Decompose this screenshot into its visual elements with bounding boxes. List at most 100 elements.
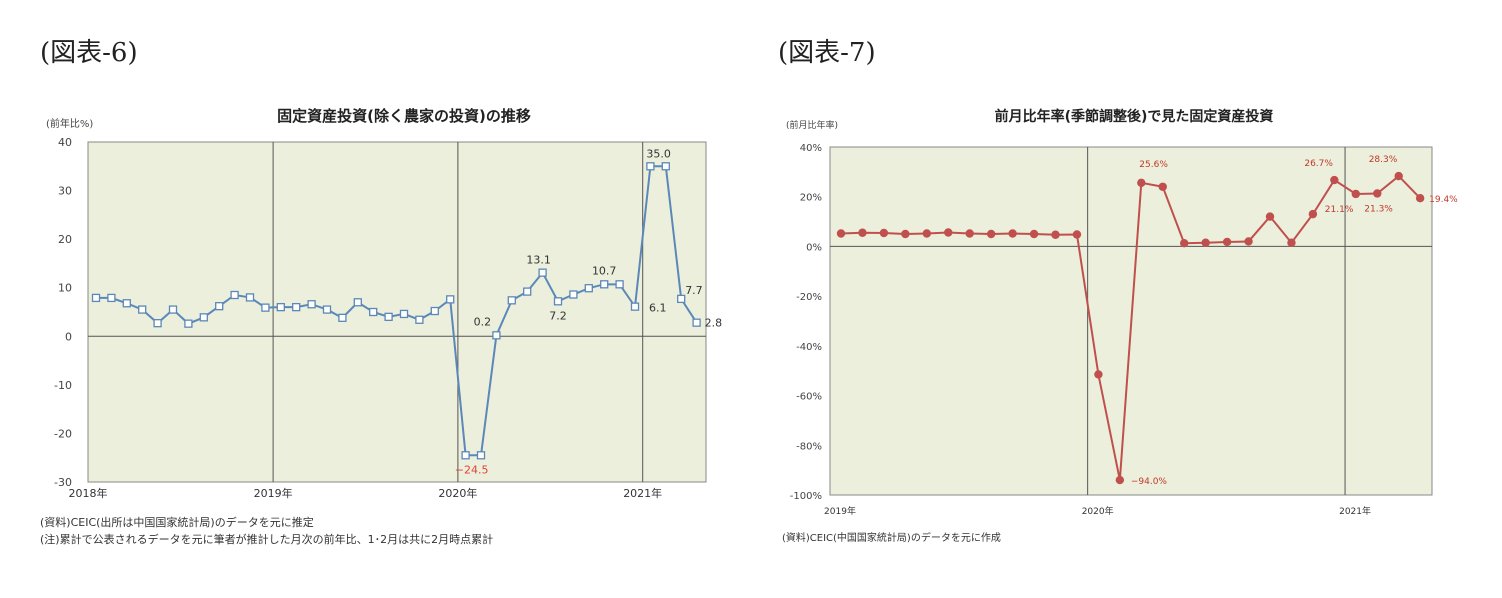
figure-label-7: (図表-7): [778, 38, 876, 68]
data-point: [858, 228, 867, 237]
chart-title: 固定資産投資(除く農家の投資)の推移: [277, 107, 531, 125]
data-point: [261, 303, 270, 312]
data-point: [184, 319, 193, 328]
data-point: [553, 297, 563, 306]
footnote-left: (注)累計で公表されるデータを元に筆者が推計した月次の前年比、1･2月は共に2月…: [40, 533, 494, 546]
data-label: 21.3%: [1364, 204, 1393, 214]
data-point: [944, 228, 953, 237]
data-point: [1137, 178, 1146, 187]
data-point: [1330, 175, 1339, 185]
data-label: −94.0%: [1131, 477, 1168, 487]
data-label: 2.8: [705, 317, 723, 330]
data-point: [461, 451, 470, 460]
data-label: −24.5: [455, 463, 489, 476]
data-point: [1265, 212, 1275, 221]
source-note-left: (資料)CEIC(出所は中国国家統計局)のデータを元に推定: [40, 516, 314, 529]
data-point: [1180, 238, 1189, 248]
x-year-label: 2021年: [1339, 505, 1371, 517]
data-point: [168, 305, 178, 314]
data-point: [1308, 209, 1318, 219]
data-point: [307, 300, 316, 309]
data-point: [292, 302, 301, 312]
data-point: [430, 306, 439, 316]
y-tick-label: -10: [54, 379, 72, 392]
data-point: [692, 318, 701, 327]
series-line: [96, 165, 698, 457]
data-point: [1394, 171, 1403, 181]
data-point: [538, 268, 547, 277]
data-point: [1373, 189, 1382, 198]
x-year-label: 2018年: [69, 486, 108, 500]
data-point: [276, 302, 285, 312]
y-tick-label: 0: [65, 330, 72, 343]
source-note-right: (資料)CEIC(中国国家統計局)のデータを元に作成: [782, 533, 1001, 544]
y-tick-label: -20%: [796, 292, 822, 303]
y-tick-label: -100%: [790, 491, 822, 502]
data-label: 0.2: [474, 315, 492, 328]
data-point: [369, 307, 378, 317]
data-point: [122, 299, 131, 308]
y-tick-label: -30: [54, 476, 72, 489]
data-point: [245, 293, 255, 302]
x-year-label: 2020年: [438, 486, 477, 500]
y-tick-label: -40%: [796, 342, 822, 353]
data-point: [600, 280, 609, 289]
data-point: [384, 312, 393, 322]
data-point: [1222, 237, 1232, 247]
data-point: [322, 305, 332, 314]
data-point: [986, 229, 996, 239]
data-point: [1029, 229, 1039, 239]
data-point: [446, 295, 455, 304]
data-point: [523, 287, 532, 296]
data-point: [338, 313, 347, 322]
data-point: [879, 228, 889, 238]
plot-area: [87, 141, 707, 483]
y-axis-label: (前月比年率): [786, 119, 838, 131]
y-tick-label: 40%: [800, 143, 822, 154]
y-tick-label: 30: [58, 185, 72, 198]
data-point: [91, 293, 101, 303]
y-tick-label: -60%: [796, 392, 822, 403]
data-point: [1051, 230, 1060, 239]
data-point: [1158, 182, 1167, 191]
data-point: [584, 284, 593, 293]
chart-title: 前月比年率(季節調整後)で見た固定資産投資: [995, 108, 1274, 125]
data-label: 21.1%: [1325, 205, 1354, 215]
series-line: [840, 174, 1421, 481]
data-point: [107, 293, 116, 303]
data-point: [1351, 189, 1361, 199]
data-point: [1244, 237, 1253, 246]
chart-fixed-asset-investment-yoy: 固定資産投資(除く農家の投資)の推移 (前年比%) 40 30 20 10 0 -10 -20 -…: [46, 107, 723, 500]
y-axis-label: (前年比%): [46, 117, 93, 130]
data-label: 19.4%: [1429, 195, 1458, 205]
data-point: [1115, 475, 1125, 485]
y-tick-label: -20: [54, 427, 72, 440]
data-point: [476, 451, 486, 460]
y-tick-label: 40: [58, 136, 72, 149]
data-label: 13.1: [526, 254, 551, 267]
data-point: [199, 313, 208, 322]
y-tick-label: 10: [58, 282, 72, 295]
data-point: [569, 290, 578, 299]
data-label: 6.1: [649, 302, 667, 315]
y-tick-label: 0%: [806, 242, 822, 253]
data-label: 26.7%: [1304, 159, 1333, 169]
data-point: [215, 302, 224, 311]
data-point: [507, 296, 516, 305]
data-point: [415, 315, 424, 324]
data-point: [677, 294, 686, 304]
data-point: [230, 290, 239, 300]
x-year-label: 2019年: [824, 505, 856, 517]
data-label: 7.7: [685, 284, 703, 297]
data-label: 25.6%: [1139, 160, 1168, 170]
data-point: [901, 229, 910, 239]
data-point: [399, 309, 409, 319]
data-point: [1201, 238, 1210, 247]
data-label: 35.0: [646, 147, 671, 160]
data-point: [836, 229, 846, 238]
figure-label-6: (図表-6): [40, 38, 138, 68]
data-label: 7.2: [549, 309, 567, 322]
y-tick-label: 20%: [800, 193, 822, 204]
data-point: [138, 305, 147, 314]
data-point: [630, 302, 640, 311]
